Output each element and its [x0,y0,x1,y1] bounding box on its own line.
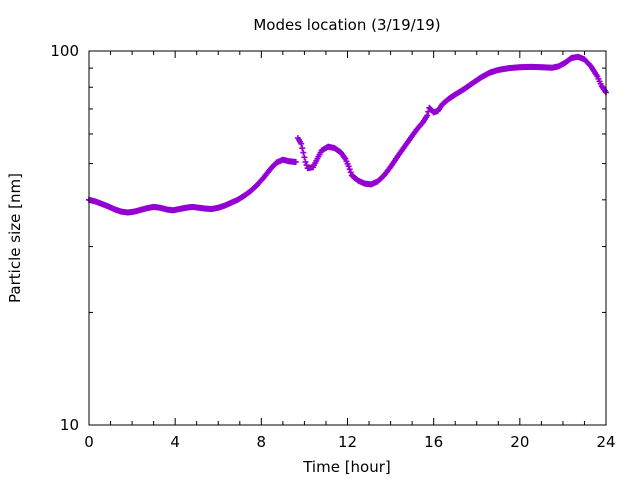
x-tick-label: 20 [510,433,529,451]
data-point [301,154,308,161]
data-point [424,112,431,119]
x-tick-label: 8 [257,433,267,451]
x-tick-label: 4 [170,433,180,451]
plot-frame [88,50,607,426]
y-tick-label: 100 [50,42,79,60]
y-tick-label: 10 [60,416,79,434]
x-tick-label: 12 [338,433,357,451]
y-axis-label: Particle size [nm] [6,173,24,303]
data-point [346,166,353,173]
x-axis-label: Time [hour] [302,458,391,476]
axis-tick-labels: 0 4 8 12 16 20 24 10 100 [50,42,615,451]
data-point [292,158,299,165]
data-point [302,158,309,165]
x-tick-label: 24 [596,433,615,451]
chart-title: Modes location (3/19/19) [253,16,440,34]
data-point [347,169,354,176]
data-point [298,140,305,147]
data-point [345,163,352,170]
x-tick-label: 16 [424,433,443,451]
data-point [300,149,307,156]
axis-ticks [88,50,607,426]
data-point [299,145,306,152]
data-markers [86,53,609,216]
x-tick-label: 0 [84,433,94,451]
